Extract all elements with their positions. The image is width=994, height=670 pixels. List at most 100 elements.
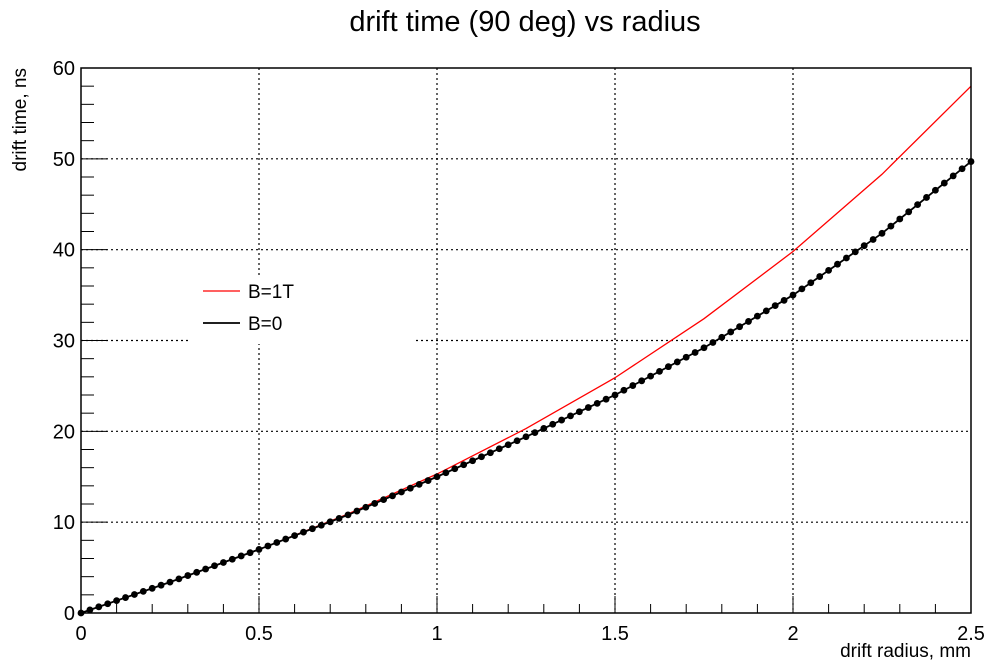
data-point	[326, 518, 334, 526]
series-layer	[77, 85, 975, 617]
axis-ticks	[80, 67, 972, 614]
grid	[81, 68, 971, 613]
data-point	[584, 404, 592, 411]
data-point	[282, 535, 290, 543]
data-point	[344, 511, 352, 519]
x-axis-label: drift radius, mm	[840, 641, 971, 662]
data-point	[682, 353, 690, 361]
data-point	[175, 575, 183, 583]
y-tick-label: 10	[53, 512, 75, 534]
data-point	[131, 591, 138, 598]
data-point	[807, 279, 815, 287]
data-point	[869, 236, 877, 243]
data-point	[851, 248, 859, 256]
data-point	[406, 484, 414, 492]
data-point	[487, 449, 494, 457]
data-point	[513, 437, 521, 445]
x-tick-label: 1	[431, 623, 442, 645]
x-tick-label: 0	[75, 623, 86, 645]
data-point	[923, 194, 930, 201]
data-point	[576, 408, 583, 416]
data-point	[95, 603, 103, 611]
data-point	[353, 507, 361, 515]
data-point	[736, 323, 743, 331]
data-point	[549, 420, 557, 428]
legend-label: B=0	[248, 314, 282, 335]
data-point	[958, 165, 966, 173]
data-point	[228, 555, 236, 563]
data-point	[273, 539, 281, 546]
data-point	[611, 391, 619, 399]
legend: B=1T B=0	[190, 276, 415, 344]
data-point	[122, 594, 129, 601]
data-point	[762, 307, 770, 315]
data-point	[860, 242, 868, 250]
y-tick-label: 0	[64, 603, 75, 625]
data-point	[825, 266, 832, 274]
data-point	[255, 546, 263, 553]
data-point	[317, 521, 325, 529]
data-point	[478, 453, 485, 461]
data-point	[593, 399, 601, 407]
data-point	[246, 549, 254, 557]
data-point	[264, 542, 272, 550]
data-point	[878, 229, 886, 237]
data-point	[398, 488, 405, 496]
series-line	[80, 160, 972, 614]
data-point	[104, 600, 112, 608]
data-point	[656, 367, 663, 375]
y-tick-label: 50	[53, 149, 75, 171]
x-tick-label: 1.5	[601, 623, 629, 645]
data-point	[389, 492, 396, 500]
data-point	[362, 503, 370, 511]
data-point	[531, 429, 539, 437]
data-point	[291, 532, 298, 540]
data-point	[665, 363, 672, 371]
data-point	[433, 473, 441, 481]
data-point	[495, 445, 503, 453]
data-point	[727, 328, 735, 336]
data-point	[558, 416, 565, 424]
data-point	[220, 559, 227, 566]
x-tick-label: 2.5	[957, 623, 985, 645]
data-point	[193, 568, 201, 576]
data-point	[415, 480, 423, 488]
data-point	[620, 386, 628, 394]
y-tick-label: 30	[53, 331, 75, 353]
data-point	[798, 285, 806, 293]
data-point	[460, 461, 468, 469]
data-point	[843, 254, 850, 262]
data-point	[691, 349, 699, 356]
data-point	[184, 572, 192, 579]
data-point	[887, 222, 895, 230]
data-point	[638, 377, 646, 385]
data-point	[771, 302, 779, 310]
data-point	[718, 333, 726, 341]
data-point	[834, 260, 841, 268]
legend-box	[190, 276, 415, 344]
data-point	[469, 457, 476, 465]
data-point	[424, 477, 432, 484]
data-point	[567, 412, 574, 420]
data-point	[335, 514, 343, 522]
data-point	[300, 528, 307, 536]
data-point	[673, 358, 681, 366]
legend-label: B=1T	[248, 282, 294, 303]
data-point	[816, 273, 824, 280]
data-point	[932, 186, 939, 194]
data-point	[700, 344, 708, 352]
data-point	[139, 587, 147, 595]
data-point	[522, 433, 530, 441]
data-point	[371, 500, 379, 507]
x-tick-label: 0.5	[245, 623, 273, 645]
data-point	[442, 469, 450, 477]
data-point	[157, 581, 165, 589]
series-line	[80, 85, 972, 614]
data-point	[148, 584, 156, 592]
data-point	[949, 172, 957, 180]
data-point	[914, 201, 921, 209]
data-point	[86, 606, 94, 614]
data-point	[113, 597, 120, 605]
data-point	[309, 525, 316, 533]
